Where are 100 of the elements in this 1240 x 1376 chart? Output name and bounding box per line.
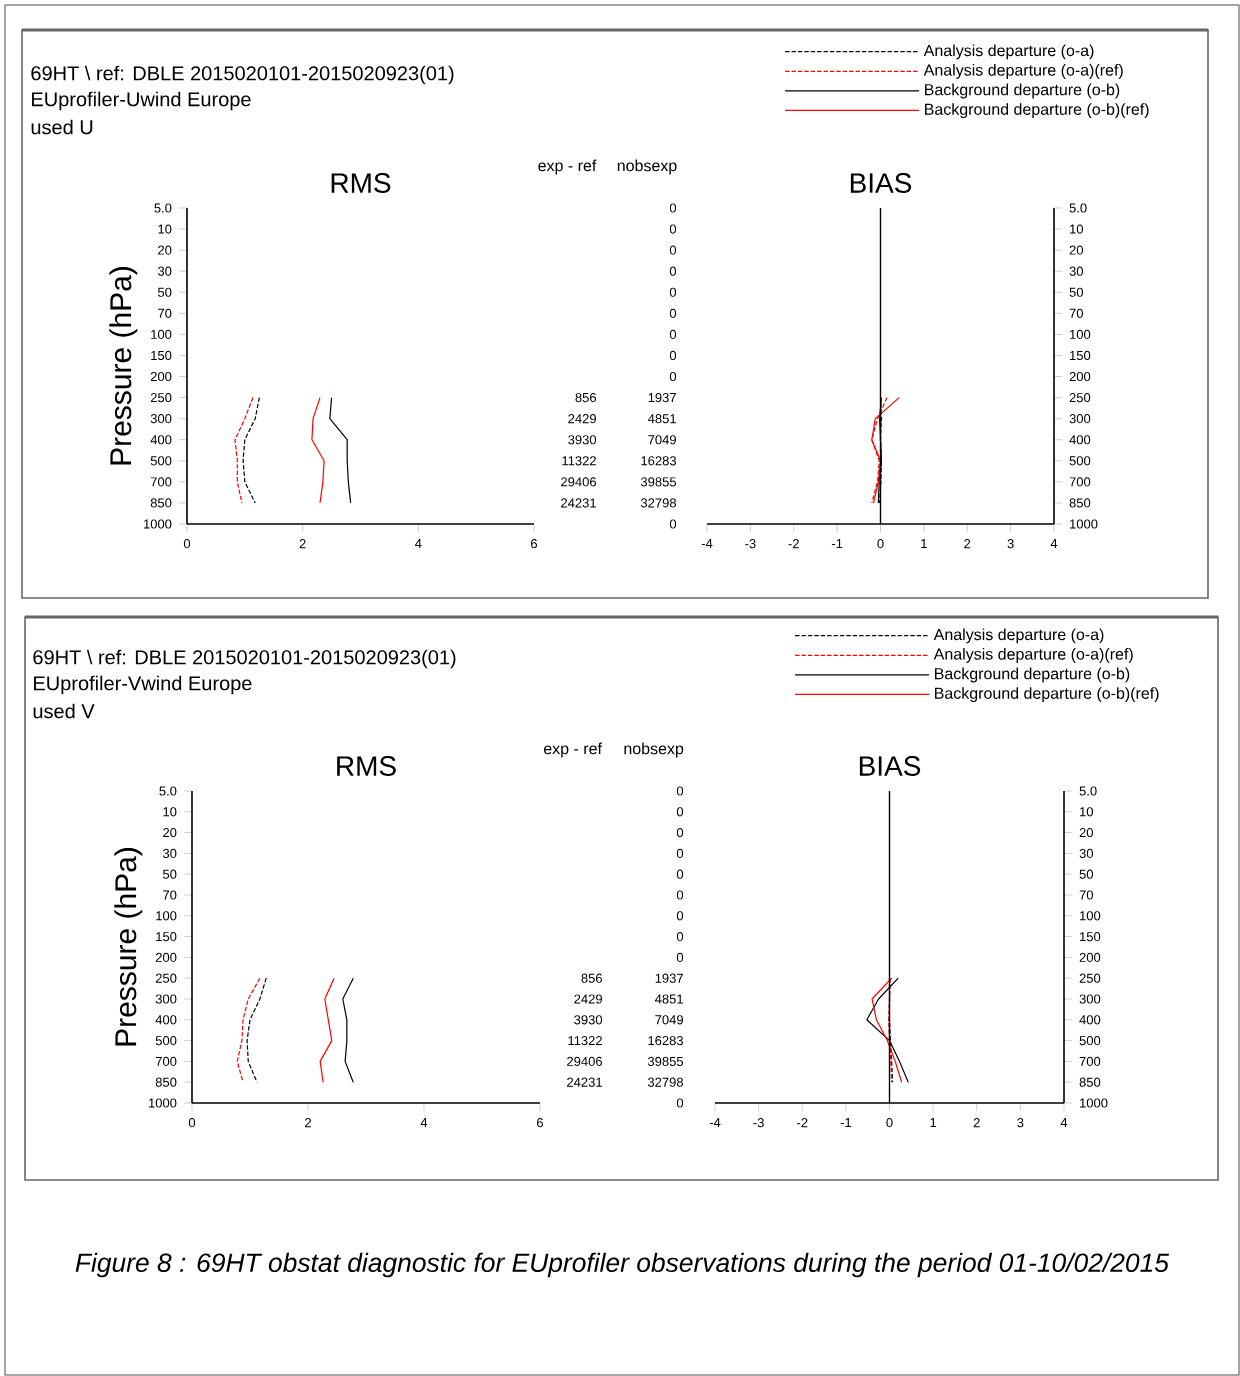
y-tick-label: 300 [150, 414, 172, 424]
y-tick-label: 400 [155, 1015, 177, 1025]
y-tick-label: 150 [151, 350, 172, 361]
x-tick-label: -4 [709, 1118, 721, 1128]
y-tick-label: 700 [155, 1056, 177, 1066]
data-label: 3930 [574, 1015, 603, 1025]
x-tick-label: nobsexp [617, 159, 677, 175]
y-tick-label: 850 [1079, 1077, 1101, 1087]
y-tick-label: 100 [1070, 329, 1091, 339]
x-tick-label: -2 [797, 1118, 808, 1128]
y-tick-label: 70 [158, 308, 172, 318]
x-tick-label: 0 [886, 1118, 893, 1128]
x-tick-label: 2 [973, 1118, 980, 1128]
x-tick-label: -1 [840, 1118, 852, 1128]
y-tick-label: 1000 [1080, 1098, 1108, 1108]
data-label: 0 [669, 519, 677, 529]
data-label: 0 [669, 371, 677, 382]
data-label: 4851 [648, 414, 676, 424]
y-tick-label: 70 [1069, 308, 1084, 318]
y-tick-label: 30 [1069, 266, 1084, 276]
x-tick-label: 1 [921, 539, 927, 548]
x-tick-label: -3 [745, 539, 756, 549]
caption: Figure 8 : 69HT obstat diagnostic for EUprofiler observations during the period 01-10/02/2015 [75, 1252, 1170, 1278]
y-tick-label: 850 [155, 1077, 177, 1087]
y-tick-label: 300 [1079, 994, 1101, 1004]
x-tick-label: 0 [183, 539, 191, 549]
x-tick-label: 4 [1050, 539, 1058, 548]
y-tick-label: 400 [150, 435, 172, 445]
x-tick-label: 6 [531, 539, 538, 549]
x-tick-label: 6 [537, 1118, 544, 1128]
text: EUprofiler-Vwind Europe [34, 675, 252, 695]
y-tick-label: 100 [1080, 911, 1101, 921]
y-tick-label: 20 [1079, 828, 1094, 838]
y-tick-label: 300 [1069, 414, 1091, 424]
x-tick-label: exp - ref [538, 159, 597, 175]
y-tick-label: 10 [158, 224, 172, 234]
data-label: 2429 [568, 414, 596, 424]
y-tick-label: 250 [155, 973, 177, 983]
data-label: 2429 [574, 994, 602, 1004]
x-tick-label: 4 [415, 539, 422, 548]
x-tick-label: 3 [1007, 539, 1014, 549]
data-label: 24231 [561, 498, 596, 508]
y-tick-label: 500 [1069, 456, 1091, 466]
x-tick-label: exp - ref [543, 742, 602, 758]
data-label: 0 [676, 848, 684, 858]
data-label: 32798 [647, 1077, 684, 1087]
y-tick-label: 5.0 [159, 786, 177, 796]
data-label: 0 [676, 786, 684, 796]
y-axis-title: Pressure (hPa) [114, 848, 143, 1046]
text: Analysis departure (o-a)(ref) [933, 647, 1133, 663]
chart-title: BIAS [859, 756, 921, 776]
data-label: 0 [676, 890, 684, 900]
y-tick-label: 200 [1079, 952, 1101, 962]
y-tick-label: 150 [156, 932, 177, 942]
data-label: 1937 [648, 393, 676, 403]
data-label: 0 [669, 245, 677, 255]
x-tick-label: -1 [831, 539, 843, 548]
y-tick-label: 500 [150, 456, 172, 466]
y-tick-label: 700 [1069, 477, 1091, 487]
y-tick-label: 20 [1069, 245, 1084, 255]
x-tick-label: 1 [930, 1118, 937, 1128]
x-tick-label: 4 [420, 1118, 428, 1128]
y-tick-label: 100 [156, 911, 177, 921]
data-label: 11322 [568, 1036, 602, 1046]
data-label: 1937 [655, 973, 683, 983]
data-label: 24231 [567, 1077, 602, 1087]
y-tick-label: 30 [157, 266, 172, 276]
y-tick-label: 50 [1079, 869, 1094, 879]
data-label: 856 [581, 973, 603, 983]
data-label: 0 [669, 329, 677, 339]
y-tick-label: 5.0 [1079, 786, 1097, 796]
y-tick-label: 30 [1079, 848, 1094, 858]
data-label: 0 [676, 952, 684, 962]
y-tick-label: 700 [150, 477, 172, 487]
y-tick-label: 1000 [149, 1098, 177, 1108]
chart-title: BIAS [850, 173, 912, 193]
y-tick-label: 50 [158, 287, 172, 297]
y-tick-label: 400 [1079, 1015, 1101, 1025]
y-tick-label: 200 [1069, 371, 1091, 382]
data-label: 0 [676, 869, 684, 879]
y-tick-label: 1000 [1070, 519, 1098, 529]
data-label: 0 [676, 911, 684, 921]
text: Background departure (o-b)(ref) [925, 103, 1149, 119]
data-label: 4851 [654, 994, 683, 1004]
y-tick-label: 70 [163, 890, 177, 900]
x-tick-label: 4 [1060, 1118, 1068, 1128]
text: used U [31, 119, 93, 135]
data-label: 16283 [648, 1036, 684, 1046]
y-tick-label: 500 [1079, 1036, 1101, 1046]
y-tick-label: 50 [1069, 287, 1084, 297]
data-label: 16283 [641, 456, 677, 466]
data-label: 7049 [655, 1015, 683, 1025]
x-tick-label: 3 [1017, 1118, 1024, 1128]
y-tick-label: 10 [163, 807, 177, 817]
data-label: 0 [669, 287, 677, 297]
text: Background departure (o-b) [935, 667, 1130, 683]
data-label: 11322 [562, 456, 596, 466]
y-tick-label: 300 [155, 994, 177, 1004]
y-tick-label: 250 [1069, 393, 1091, 403]
text: Background departure (o-b) [925, 83, 1120, 99]
